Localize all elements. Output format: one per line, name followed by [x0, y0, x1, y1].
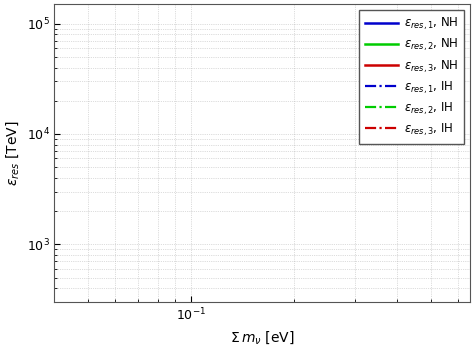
- X-axis label: $\Sigma\, m_\nu$ [eV]: $\Sigma\, m_\nu$ [eV]: [230, 329, 294, 346]
- Legend: $\varepsilon_{res,1}$, NH, $\varepsilon_{res,2}$, NH, $\varepsilon_{res,3}$, NH,: $\varepsilon_{res,1}$, NH, $\varepsilon_…: [359, 10, 464, 144]
- Y-axis label: $\varepsilon_{res}$ [TeV]: $\varepsilon_{res}$ [TeV]: [4, 120, 21, 186]
